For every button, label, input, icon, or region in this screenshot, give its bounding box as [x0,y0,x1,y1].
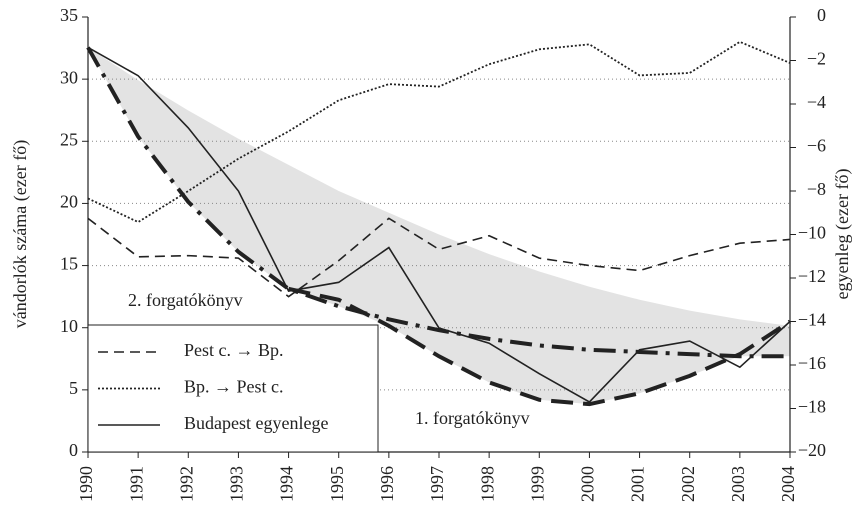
y-tick-label: 10 [60,316,78,336]
y-tick-label: 15 [60,254,78,274]
x-tick-label: 1999 [527,466,547,502]
x-tick-label: 2001 [628,466,648,502]
series-line [87,40,791,224]
y2-tick-label: −12 [798,266,826,286]
y2-tick-label: −18 [798,397,826,417]
x-tick-label: 2002 [678,466,698,502]
scenario-line [86,46,790,359]
x-tick-label: 1991 [126,466,146,502]
series-line [87,46,791,403]
legend-label: Bp. → Pest c. [184,377,284,397]
legend-label: Budapest egyenlege [184,413,328,433]
y2-tick-label: 0 [817,5,826,25]
y-tick-label: 20 [60,192,78,212]
annotation: 2. forgatókönyv [128,290,243,310]
scenario-band [88,47,790,405]
x-tick-label: 2000 [578,466,598,502]
y2-tick-label: −20 [798,440,826,460]
x-tick-label: 1998 [477,466,497,502]
y2-tick-label: −8 [807,179,826,199]
y-tick-label: 35 [60,5,78,25]
annotation: 1. forgatókönyv [415,408,530,428]
y-tick-label: 0 [69,440,78,460]
x-tick-label: 1993 [227,466,247,502]
y2-tick-label: −4 [807,92,826,112]
y-tick-label: 5 [69,378,78,398]
x-tick-label: 1995 [327,466,347,502]
x-tick-label: 1990 [76,466,96,502]
y-tick-label: 25 [60,129,78,149]
y2-tick-label: −14 [798,310,826,330]
x-tick-label: 1996 [377,466,397,502]
y-tick-label: 30 [60,67,78,87]
series-line [87,217,791,298]
x-tick-label: 1994 [277,466,297,502]
y2-tick-label: −16 [798,353,826,373]
y2-tick-label: −2 [807,49,826,69]
y2-tick-label: −6 [807,136,826,156]
x-tick-label: 2004 [778,466,798,502]
y2-axis-label: egyenleg (ezer fő) [832,169,853,300]
legend-box [87,324,379,453]
x-tick-label: 1997 [427,466,447,502]
x-tick-label: 1992 [176,466,196,502]
y-axis-label: vándorlók száma (ezer fő) [10,140,31,328]
y2-tick-label: −10 [798,223,826,243]
x-tick-label: 2003 [728,466,748,502]
legend-label: Pest c. → Bp. [184,340,284,360]
scenario-line [288,286,792,407]
